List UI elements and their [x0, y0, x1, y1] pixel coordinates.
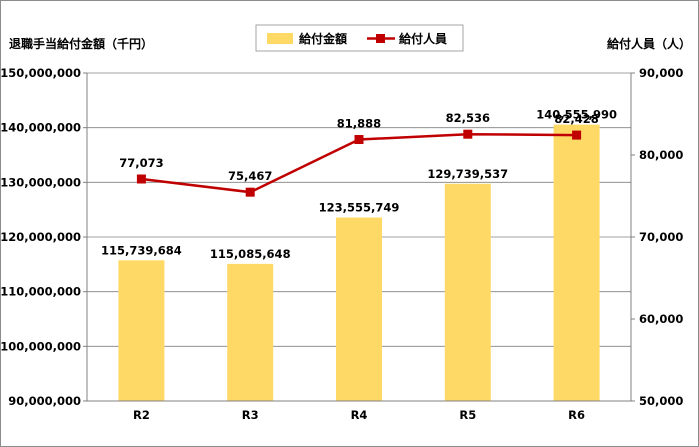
legend-line-marker [376, 34, 385, 43]
bar [444, 183, 491, 401]
x-tick-label: R4 [351, 408, 368, 422]
line-value-label: 82,536 [446, 111, 490, 125]
data-labels: 115,739,684 115,085,648 123,555,749 129,739… [101, 108, 617, 261]
line-value-label: 81,888 [337, 117, 381, 131]
bar [118, 260, 165, 401]
bar-value-label: 115,085,648 [210, 247, 291, 261]
left-tick-label: 90,000,000 [8, 394, 81, 408]
right-tick-label: 80,000 [639, 148, 683, 162]
bar [336, 217, 382, 401]
legend-box [255, 24, 464, 52]
x-tick-label: R2 [133, 408, 150, 422]
right-tick-label: 90,000 [639, 66, 683, 80]
left-tick-label: 140,000,000 [1, 121, 81, 135]
line-point [463, 129, 473, 139]
legend: 給付金額 給付人員 [255, 24, 464, 52]
legend-line-label: 給付人員 [399, 31, 447, 46]
left-tick-label: 120,000,000 [1, 230, 81, 244]
legend-bar-swatch [267, 33, 293, 44]
right-tick-label: 50,000 [639, 394, 683, 408]
left-tick-label: 150,000,000 [1, 66, 81, 80]
line-value-label: 75,467 [228, 169, 272, 183]
left-tick-label: 110,000,000 [1, 285, 81, 299]
line-point [136, 174, 146, 184]
right-tick-label: 60,000 [639, 312, 683, 326]
right-axis-title: 給付人員（人） [607, 36, 691, 51]
bar-value-label: 129,739,537 [427, 167, 508, 181]
bar [553, 124, 600, 401]
left-tick-label: 100,000,000 [1, 339, 81, 353]
line-point [354, 135, 364, 145]
bar [227, 263, 274, 401]
line-point [245, 187, 255, 197]
bar-value-label: 115,739,684 [101, 243, 182, 257]
left-tick-label: 130,000,000 [1, 175, 81, 189]
x-tick-label: R5 [459, 408, 476, 422]
bar-series [118, 124, 600, 401]
line-value-label: 77,073 [119, 156, 163, 170]
right-tick-label: 70,000 [639, 230, 683, 244]
bar-value-label: 140,555,990 [536, 108, 617, 122]
left-axis-title: 退職手当給付金額（千円） [9, 36, 153, 51]
bar-value-label: 123,555,749 [319, 201, 400, 215]
line-value-label: 82,428 [554, 112, 598, 126]
line-series [136, 129, 582, 197]
line-point [572, 130, 582, 140]
x-tick-label: R3 [242, 408, 259, 422]
x-tick-label: R6 [568, 408, 585, 422]
legend-bar-label: 給付金額 [299, 31, 347, 46]
tick-labels: 90,000,000 100,000,000 110,000,000 120,000,… [1, 66, 683, 422]
